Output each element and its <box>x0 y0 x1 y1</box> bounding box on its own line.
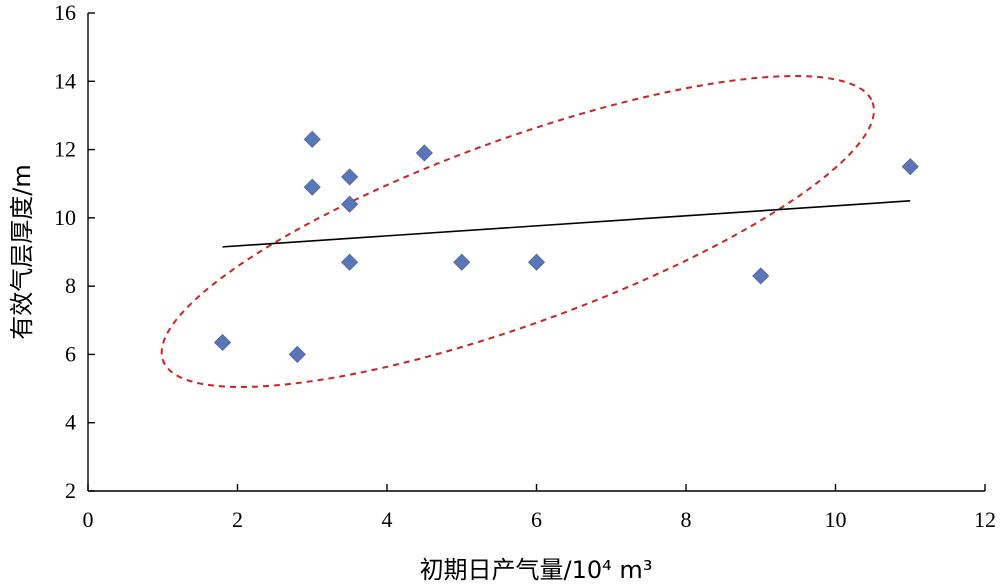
x-axis-title: 初期日产气量/10⁴ m³ <box>420 556 653 584</box>
data-point <box>341 195 359 213</box>
x-tick-label: 10 <box>825 507 847 532</box>
data-point <box>303 130 321 148</box>
y-axis-title: 有效气层厚度/m <box>8 164 36 339</box>
data-point <box>415 144 433 162</box>
y-axis-ticks: 2 4 6 8 10 12 14 16 <box>54 0 95 503</box>
x-axis-ticks: 0 2 4 6 8 10 12 <box>83 484 996 532</box>
x-tick-label: 0 <box>83 507 94 532</box>
trendline <box>222 199 911 248</box>
data-point <box>752 267 770 285</box>
data-point <box>288 345 306 363</box>
y-tick-label: 6 <box>65 341 76 366</box>
data-points <box>213 130 919 363</box>
y-tick-label: 16 <box>54 0 76 25</box>
y-tick-label: 10 <box>54 205 76 230</box>
y-tick-label: 2 <box>65 478 76 503</box>
highlight-ellipse <box>160 75 875 388</box>
data-point <box>527 253 546 271</box>
annotation-layer <box>160 75 875 388</box>
data-point <box>341 253 359 271</box>
x-tick-label: 8 <box>681 507 692 532</box>
y-tick-label: 8 <box>65 273 76 298</box>
y-tick-label: 12 <box>54 137 76 162</box>
y-tick-label: 14 <box>54 68 76 93</box>
data-point <box>341 168 359 186</box>
x-tick-label: 12 <box>974 507 996 532</box>
data-point <box>453 253 471 271</box>
x-tick-label: 4 <box>382 507 393 532</box>
data-point <box>213 333 232 352</box>
data-point <box>303 178 321 196</box>
x-tick-label: 6 <box>531 507 542 532</box>
data-point <box>901 158 919 176</box>
trendline-layer <box>222 199 911 248</box>
x-tick-label: 2 <box>232 507 243 532</box>
y-tick-label: 4 <box>65 410 76 435</box>
